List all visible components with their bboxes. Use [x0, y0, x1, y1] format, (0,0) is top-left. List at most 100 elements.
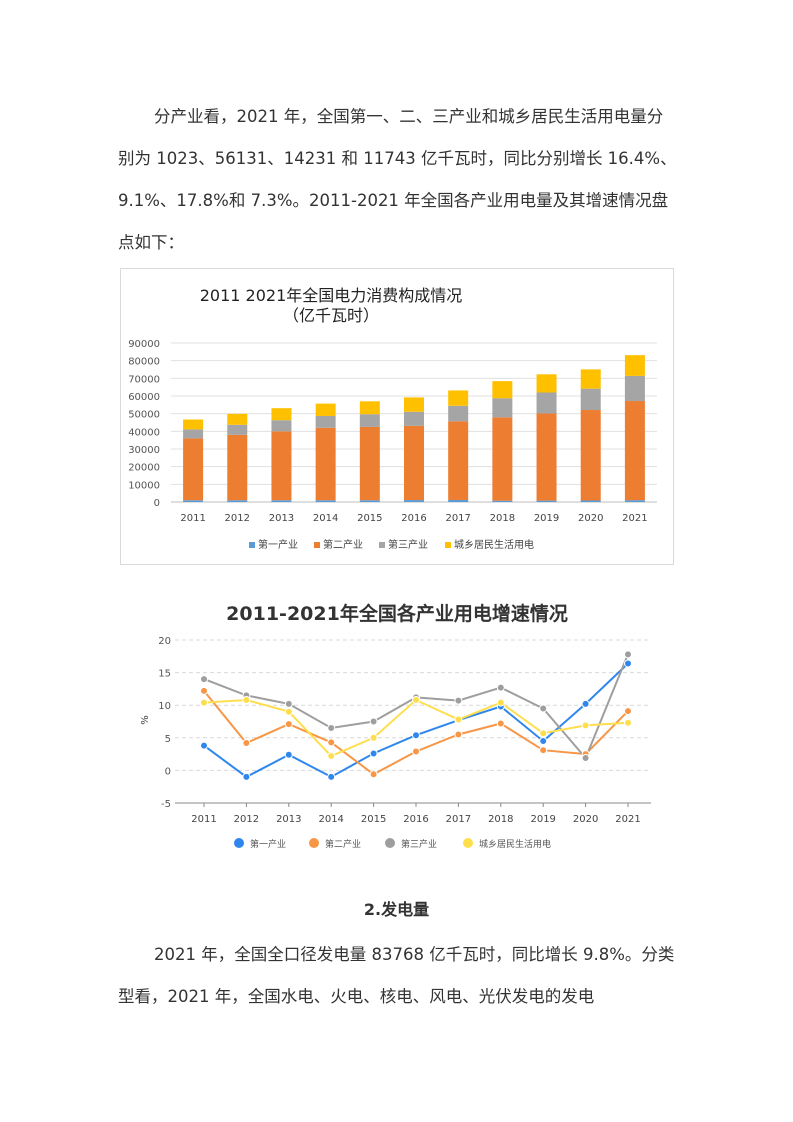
- y-tick-label: 50000: [128, 410, 160, 421]
- data-point: [284, 750, 293, 759]
- legend-label: 第二产业: [323, 538, 363, 551]
- legend-marker: [463, 838, 473, 848]
- generation-paragraph-text: 2021 年，全国全口径发电量 83768 亿千瓦时，同比增长 9.8%。分类型…: [118, 945, 675, 1006]
- bar-segment: [580, 500, 601, 502]
- bar-segment: [448, 499, 469, 502]
- bar-segment: [183, 419, 204, 430]
- bar-segment: [183, 429, 204, 439]
- data-point: [454, 715, 463, 724]
- data-point: [200, 675, 208, 684]
- bar-segment: [448, 421, 469, 500]
- data-point: [369, 749, 378, 758]
- x-tick-label: 2011: [191, 814, 216, 825]
- x-tick-label: 2021: [615, 814, 640, 825]
- y-tick-label: 15: [158, 669, 171, 680]
- legend-label: 第二产业: [325, 838, 361, 850]
- legend-marker: [385, 838, 395, 848]
- bar-segment: [580, 410, 601, 501]
- data-point: [369, 770, 378, 779]
- data-point: [412, 695, 420, 704]
- y-tick-label: 0: [165, 766, 171, 777]
- data-point: [581, 721, 590, 730]
- bar-segment: [624, 375, 645, 402]
- legend-label: 第一产业: [250, 838, 286, 850]
- legend-label: 城乡居民生活用电: [479, 838, 551, 850]
- bar-segment: [227, 424, 248, 435]
- bar-segment: [448, 390, 469, 406]
- data-point: [200, 686, 208, 695]
- bar-segment: [404, 425, 424, 501]
- x-tick-label: 2013: [269, 513, 294, 524]
- bar-segment: [359, 414, 380, 427]
- bar-segment: [492, 500, 513, 502]
- data-point: [369, 733, 378, 742]
- bar-segment: [624, 355, 645, 376]
- bar-segment: [404, 397, 424, 412]
- data-point: [624, 650, 632, 659]
- bar-segment: [227, 434, 248, 501]
- x-tick-label: 2020: [573, 814, 598, 825]
- bar-segment: [624, 500, 645, 502]
- data-point: [327, 752, 336, 761]
- bar-segment: [404, 500, 424, 502]
- data-point: [581, 699, 590, 708]
- y-tick-label: 5: [165, 734, 171, 745]
- series-line: [203, 662, 629, 779]
- bar-segment: [227, 500, 248, 502]
- y-tick-label: 10: [158, 701, 171, 712]
- bar-segment: [271, 408, 292, 421]
- data-point: [496, 683, 505, 692]
- x-tick-label: 2012: [234, 814, 259, 825]
- bar-segment: [359, 500, 380, 502]
- y-tick-label: 10000: [128, 480, 160, 491]
- data-point: [200, 698, 208, 707]
- y-tick-label: -5: [161, 799, 171, 810]
- data-point: [327, 724, 336, 733]
- chart2-y-axis-label: %: [140, 715, 151, 725]
- section-title: 2.发电量: [363, 900, 430, 919]
- bar-segment: [183, 500, 204, 502]
- bar-segment: [448, 405, 469, 422]
- legend-label: 第三产业: [401, 838, 437, 850]
- growth-rate-chart: 2011-2021年全国各产业用电增速情况 % -5 0 5 10 15 20 2011 20…: [118, 592, 678, 882]
- x-tick-label: 2016: [401, 513, 426, 524]
- growth-rate-svg: 2011-2021年全国各产业用电增速情况 % -5 0 5 10 15 20 2011 20…: [140, 602, 651, 850]
- data-point: [496, 719, 505, 728]
- bar-segment: [315, 415, 336, 428]
- data-point: [539, 746, 548, 755]
- x-tick-label: 2014: [313, 513, 338, 524]
- y-tick-label: 20: [158, 636, 171, 647]
- bar-segment: [536, 413, 557, 501]
- x-tick-label: 2017: [445, 513, 470, 524]
- legend-swatch: [249, 542, 255, 548]
- data-point: [539, 704, 548, 713]
- y-tick-label: 30000: [128, 445, 160, 456]
- legend-label: 第一产业: [258, 538, 298, 551]
- bar-segment: [271, 431, 292, 501]
- data-point: [284, 720, 293, 729]
- generation-paragraph: 2021 年，全国全口径发电量 83768 亿千瓦时，同比增长 9.8%。分类型…: [118, 934, 678, 1018]
- x-tick-label: 2015: [361, 814, 386, 825]
- x-tick-label: 2018: [488, 814, 513, 825]
- data-point: [242, 772, 251, 781]
- bar-segment: [227, 413, 248, 425]
- legend-label: 第三产业: [388, 538, 428, 551]
- legend-marker: [309, 838, 319, 848]
- data-point: [242, 695, 251, 704]
- data-point: [412, 731, 420, 740]
- bar-segment: [315, 403, 336, 416]
- x-tick-label: 2011: [180, 513, 205, 524]
- consumption-composition-chart: 2011 2021年全国电力消费构成情况 （亿千瓦时） 0 10000 20000 3…: [120, 268, 674, 565]
- bar-segment: [536, 392, 557, 414]
- x-tick-label: 2020: [578, 513, 603, 524]
- intro-paragraph: 分产业看，2021 年，全国第一、二、三产业和城乡居民生活用电量分别为 1023…: [118, 96, 678, 264]
- x-tick-label: 2016: [403, 814, 428, 825]
- x-tick-label: 2018: [490, 513, 515, 524]
- data-point: [412, 747, 420, 756]
- data-point: [581, 754, 590, 763]
- bar-segment: [492, 398, 513, 418]
- y-tick-label: 90000: [128, 339, 160, 350]
- x-tick-label: 2017: [446, 814, 471, 825]
- intro-paragraph-text: 分产业看，2021 年，全国第一、二、三产业和城乡居民生活用电量分别为 1023…: [118, 107, 677, 252]
- legend-swatch: [379, 542, 385, 548]
